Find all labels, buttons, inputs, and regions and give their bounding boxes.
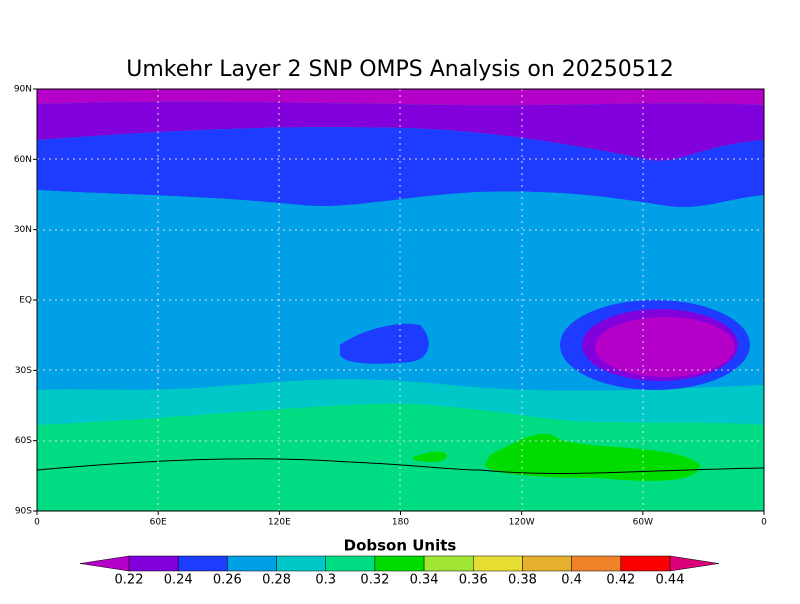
lon-label: 120W (509, 518, 535, 528)
colorbar-label: 0.34 (410, 573, 439, 588)
colorbar-label: 0.44 (656, 573, 685, 588)
colorbar-label: 0.3 (315, 573, 336, 588)
lat-label: 90N (14, 85, 32, 95)
colorbar-box (423, 555, 474, 572)
colorbar-label: 0.22 (115, 573, 144, 588)
colorbar-box (571, 555, 622, 572)
lon-label: 0 (761, 518, 767, 528)
lat-label: 30N (14, 225, 32, 235)
lon-label: 60E (150, 518, 167, 528)
map-field (36, 88, 765, 512)
lat-label: 90S (15, 507, 32, 517)
title: Umkehr Layer 2 SNP OMPS Analysis on 2025… (126, 57, 674, 82)
colorbar-box (620, 555, 671, 572)
colorbar-end (79, 555, 130, 572)
colorbar-box (473, 555, 523, 572)
lon-label: 60W (633, 518, 653, 528)
colorbar-box (325, 555, 376, 572)
lon-label: 120E (268, 518, 291, 528)
colorbar-box (276, 555, 326, 572)
colorbar-label: 0.42 (606, 573, 635, 588)
colorbar-box (177, 555, 228, 572)
colorbar-title: Dobson Units (344, 537, 457, 555)
colorbar-box (374, 555, 425, 572)
colorbar-end (669, 555, 720, 572)
colorbar-label: 0.24 (164, 573, 193, 588)
colorbar-box (128, 555, 179, 572)
lat-label: EQ (19, 296, 32, 306)
colorbar-box (227, 555, 277, 572)
colorbar-label: 0.38 (508, 573, 537, 588)
lat-label: 60S (15, 436, 32, 446)
colorbar-box (522, 555, 572, 572)
colorbar-label: 0.32 (360, 573, 389, 588)
lat-label: 30S (15, 366, 32, 376)
colorbar-label: 0.4 (561, 573, 582, 588)
colorbar-label: 0.36 (459, 573, 488, 588)
colorbar-label: 0.26 (213, 573, 242, 588)
lat-label: 60N (14, 155, 32, 165)
lon-label: 0 (34, 518, 40, 528)
colorbar-label: 0.28 (262, 573, 291, 588)
lon-label: 180 (392, 518, 409, 528)
